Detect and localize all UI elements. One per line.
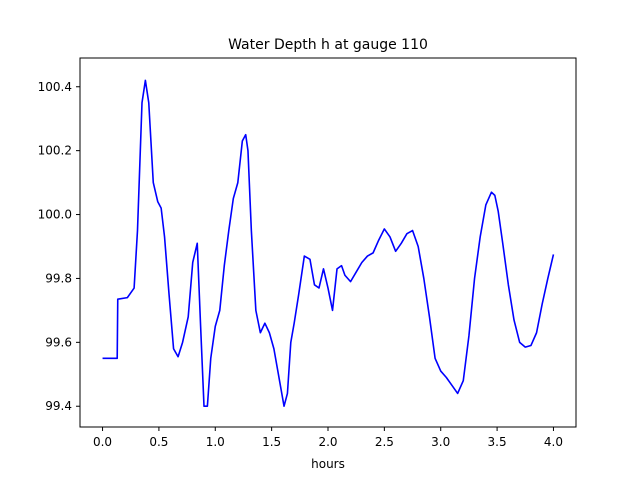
x-tick-label: 4.0 xyxy=(544,435,563,449)
x-tick-label: 3.5 xyxy=(488,435,507,449)
x-axis-label: hours xyxy=(311,457,345,471)
y-tick-label: 99.6 xyxy=(45,335,72,349)
y-tick-label: 100.0 xyxy=(38,208,72,222)
y-tick-label: 99.4 xyxy=(45,399,72,413)
x-tick-label: 1.0 xyxy=(206,435,225,449)
y-axis: 99.4 99.6 99.8 100.0 100.2 100.4 xyxy=(38,80,80,413)
x-tick-label: 2.0 xyxy=(318,435,337,449)
x-tick-label: 2.5 xyxy=(375,435,394,449)
x-tick-label: 3.0 xyxy=(431,435,450,449)
x-tick-label: 0.5 xyxy=(149,435,168,449)
x-axis: 0.0 0.5 1.0 1.5 2.0 2.5 3.0 3.5 4.0 xyxy=(93,427,563,449)
y-tick-label: 100.4 xyxy=(38,80,72,94)
y-tick-label: 99.8 xyxy=(45,271,72,285)
x-tick-label: 1.5 xyxy=(262,435,281,449)
y-tick-label: 100.2 xyxy=(38,144,72,158)
chart-title: Water Depth h at gauge 110 xyxy=(228,37,428,53)
x-tick-label: 0.0 xyxy=(93,435,112,449)
series-line-0 xyxy=(102,79,555,408)
